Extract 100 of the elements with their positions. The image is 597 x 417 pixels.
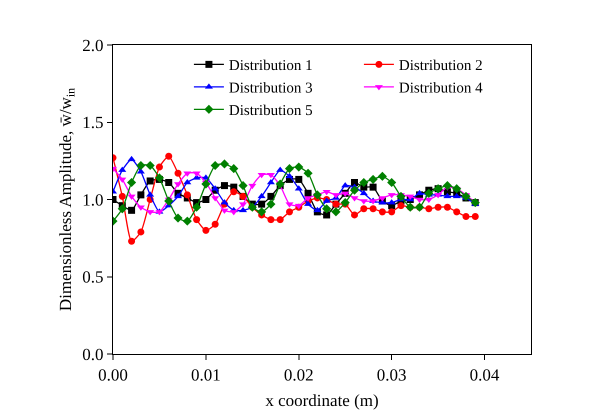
point [258,192,266,198]
point [146,191,154,197]
point [202,226,210,234]
point [128,238,136,245]
point [331,207,340,216]
point [443,192,452,198]
point [276,180,285,189]
x-tick-label: 0.04 [470,366,500,384]
point [425,205,432,212]
point [323,211,330,218]
point [137,191,144,198]
point [472,213,479,220]
point [164,196,174,206]
point [378,208,386,216]
point [286,208,293,216]
point [156,164,163,171]
point [388,208,396,216]
point [128,206,136,214]
point [220,159,230,169]
point [210,160,220,170]
point [146,160,155,170]
y-tick-label: 2.0 [82,36,104,55]
point [312,190,322,200]
point [127,178,136,188]
point [202,196,210,203]
point [165,179,172,186]
point [340,198,350,208]
x-tick-label: 0.00 [98,366,128,384]
x-tick-label: 0.03 [376,366,407,384]
point [350,186,360,195]
y-tick-label: 1.5 [82,113,104,132]
x-tick-label: 0.02 [284,366,314,384]
point [360,190,368,196]
point [257,207,266,216]
point [239,202,248,208]
point [136,160,146,170]
point [424,188,434,198]
point [295,176,302,183]
point [360,199,368,205]
point [230,188,238,196]
y-tick-label: 0.5 [82,268,104,287]
point [137,228,144,236]
point [182,216,192,226]
point [322,204,332,214]
point [239,206,248,212]
point [229,164,238,174]
point [284,164,294,174]
legend-label: Distribution 2 [398,58,483,74]
point [359,178,368,188]
point [174,170,182,177]
point [397,202,404,210]
point [118,204,127,214]
y-tick-label: 0.0 [82,344,104,364]
point [173,213,183,223]
point [238,181,248,190]
point [248,184,256,190]
point [184,191,191,198]
point [193,216,200,224]
point [387,178,396,188]
x-axis-title: x coordinate (m) [265,390,379,410]
point [146,177,154,184]
point [313,206,322,212]
point [368,174,378,184]
point [118,192,126,200]
point [201,180,210,189]
legend-label: Distribution 1 [228,58,313,74]
point [183,171,192,177]
point [442,181,452,190]
point [370,184,377,191]
point [294,162,304,172]
legend-label: Distribution 5 [228,103,313,120]
point [351,211,358,218]
point [267,192,274,200]
point [266,200,276,209]
point [378,172,387,181]
point [351,179,358,186]
x-tick-label: 0.01 [191,366,221,384]
point [220,182,228,190]
point [461,192,471,201]
point [258,200,266,208]
point [444,204,451,211]
point [276,216,284,224]
y-tick-label: 1.0 [82,190,104,210]
point [154,173,164,182]
point [128,156,136,162]
legend-label: Distribution 4 [398,80,484,97]
point [267,216,274,224]
point [453,208,460,216]
point [434,204,442,211]
legend-label: Distribution 3 [228,80,313,97]
point [165,152,172,160]
point [396,192,406,201]
point [370,205,377,212]
point [462,213,470,220]
point [304,168,313,178]
point [192,171,201,177]
point [136,205,145,211]
point [452,192,461,198]
point [360,205,368,212]
point [192,202,202,212]
